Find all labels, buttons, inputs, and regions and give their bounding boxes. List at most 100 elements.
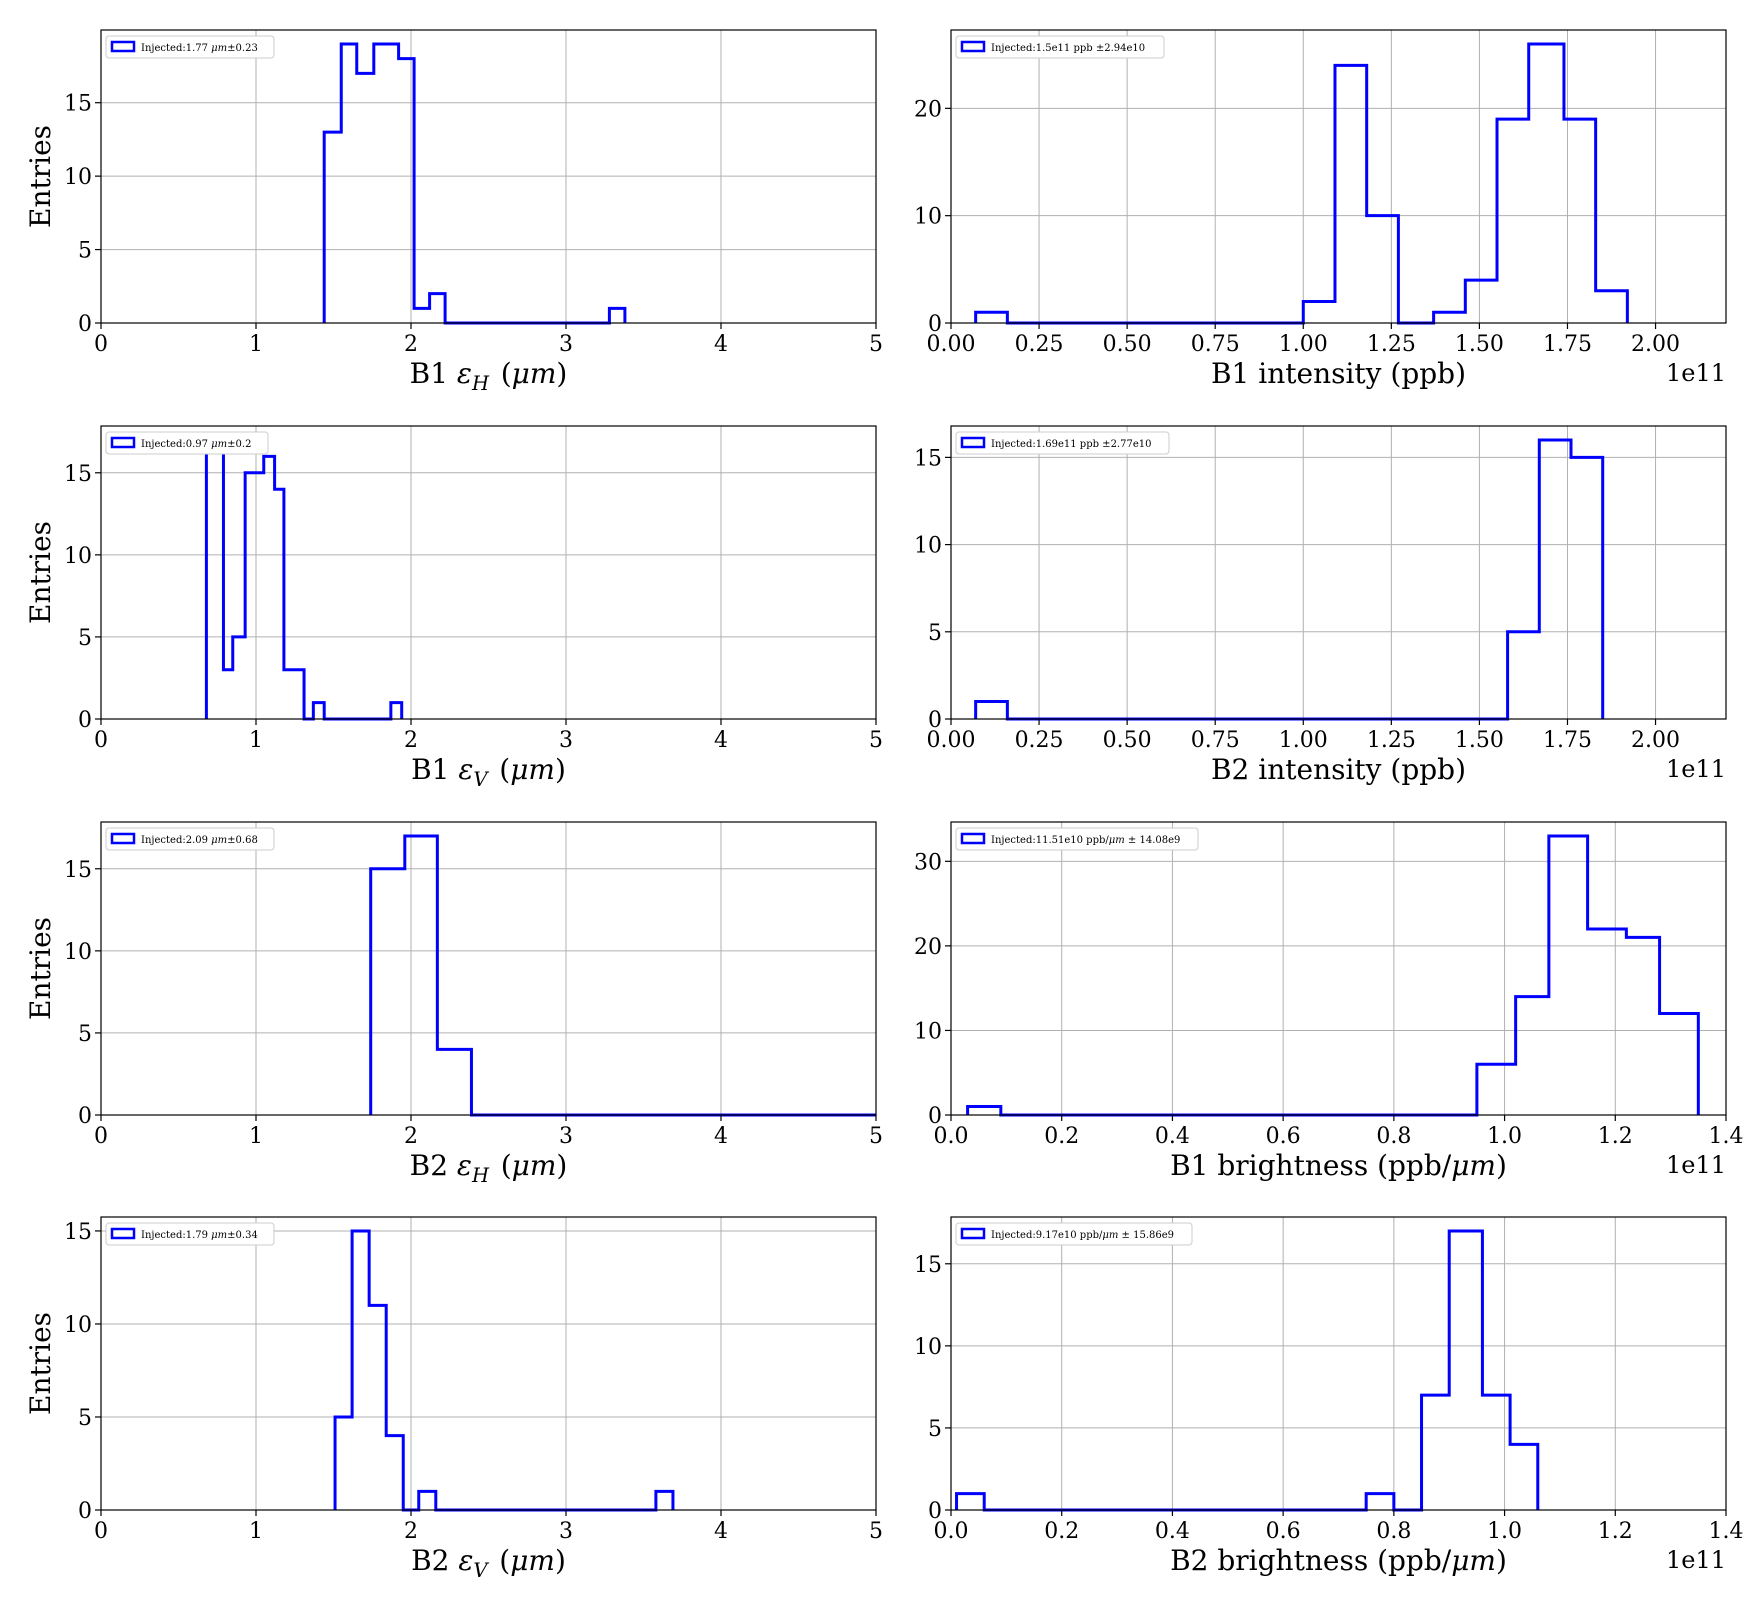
x-tick-label: 0.8 bbox=[1376, 1124, 1411, 1149]
x-tick-label: 2.00 bbox=[1631, 332, 1680, 357]
histogram-bin bbox=[357, 73, 374, 323]
y-tick-label: 15 bbox=[64, 1220, 92, 1245]
legend-box bbox=[105, 35, 275, 59]
histogram-bin bbox=[437, 1049, 471, 1115]
histogram-bin bbox=[1564, 119, 1596, 323]
histogram-bin bbox=[656, 1491, 673, 1510]
x-tick-label: 0.50 bbox=[1103, 332, 1152, 357]
histogram-bin bbox=[1449, 1231, 1482, 1510]
plot-frame bbox=[950, 29, 1727, 324]
legend: Injected:1.5e11 ppb ±2.94e10 bbox=[955, 35, 1165, 59]
legend-swatch bbox=[110, 832, 136, 845]
x-tick-label: 1.25 bbox=[1367, 332, 1416, 357]
x-tick-label: 1.4 bbox=[1709, 1124, 1744, 1149]
axis-offset-label: 1e11 bbox=[1666, 755, 1726, 783]
histogram-bin bbox=[609, 308, 625, 323]
x-tick-label: 2.00 bbox=[1631, 728, 1680, 753]
x-tick-label: 1.25 bbox=[1367, 728, 1416, 753]
y-axis-label: Entries bbox=[24, 125, 57, 228]
x-tick-label: 1.2 bbox=[1598, 1519, 1633, 1544]
x-axis-label: B1 εV (μm) bbox=[411, 753, 566, 791]
histogram-bin bbox=[414, 308, 430, 323]
x-tick-label: 5 bbox=[869, 728, 883, 753]
histogram-bin bbox=[1434, 312, 1466, 323]
x-tick-label: 1 bbox=[249, 1124, 263, 1149]
x-tick-label: 3 bbox=[559, 332, 573, 357]
histogram-bin bbox=[1367, 216, 1399, 323]
y-tick-label: 20 bbox=[914, 935, 942, 960]
y-tick-label: 5 bbox=[928, 621, 942, 646]
legend-box bbox=[955, 35, 1165, 59]
histogram-panel-2: 0.00 0.25 0.50 0.75 1.00 1.25 1.50 1.75 2.00 0 10 2… bbox=[914, 29, 1727, 390]
histogram-bin bbox=[264, 456, 275, 719]
y-tick-label: 10 bbox=[64, 940, 92, 965]
x-axis-label: B1 brightness (ppb/μm) bbox=[1170, 1149, 1507, 1182]
x-tick-label: 0.25 bbox=[1015, 728, 1064, 753]
y-tick-label: 10 bbox=[64, 165, 92, 190]
histogram-bin bbox=[1529, 44, 1564, 323]
legend: Injected:1.79 μm±0.34 bbox=[105, 1222, 275, 1246]
plot-frame bbox=[950, 425, 1727, 720]
y-tick-label: 15 bbox=[914, 1253, 942, 1278]
histogram-bin bbox=[1510, 1444, 1538, 1510]
x-axis-label: B2 brightness (ppb/μm) bbox=[1170, 1544, 1507, 1577]
y-tick-label: 15 bbox=[64, 462, 92, 487]
legend-label: Injected:1.77 μm±0.23 bbox=[141, 43, 258, 54]
histogram-panel-4: 0.00 0.25 0.50 0.75 1.00 1.25 1.50 1.75 2.00 0 5 10… bbox=[914, 425, 1727, 786]
histogram-bin bbox=[1482, 1395, 1510, 1510]
x-axis-label: B1 εH (μm) bbox=[410, 357, 568, 395]
x-tick-label: 0.4 bbox=[1155, 1124, 1190, 1149]
x-tick-label: 2 bbox=[404, 1519, 418, 1544]
x-tick-label: 1.50 bbox=[1455, 728, 1504, 753]
x-tick-label: 1 bbox=[249, 332, 263, 357]
histogram-bin bbox=[335, 1417, 352, 1510]
histogram-bin bbox=[430, 294, 446, 323]
y-tick-label: 15 bbox=[64, 92, 92, 117]
x-tick-label: 0.6 bbox=[1266, 1519, 1301, 1544]
x-tick-label: 4 bbox=[714, 1124, 728, 1149]
x-tick-label: 2 bbox=[404, 332, 418, 357]
histogram-bin bbox=[371, 869, 405, 1115]
x-tick-label: 0 bbox=[94, 1124, 108, 1149]
histogram-bin bbox=[313, 703, 324, 719]
x-tick-label: 2 bbox=[404, 1124, 418, 1149]
legend-label: Injected:2.09 μm±0.68 bbox=[141, 835, 258, 846]
legend-box bbox=[105, 827, 275, 851]
histogram-series bbox=[333, 1229, 675, 1512]
y-tick-label: 15 bbox=[64, 858, 92, 883]
plot-frame bbox=[100, 425, 877, 720]
histogram-series bbox=[974, 438, 1605, 721]
plot-frame bbox=[950, 1216, 1727, 1511]
histogram-series bbox=[369, 834, 876, 1117]
histogram-bin bbox=[1335, 65, 1367, 323]
histogram-bin bbox=[1571, 457, 1603, 719]
histogram-bin bbox=[1516, 997, 1549, 1115]
x-tick-label: 0 bbox=[94, 1519, 108, 1544]
legend-label: Injected:1.69e11 ppb ±2.77e10 bbox=[991, 439, 1151, 450]
x-tick-label: 1.75 bbox=[1543, 728, 1592, 753]
histogram-bin bbox=[1303, 302, 1335, 323]
y-tick-label: 10 bbox=[914, 205, 942, 230]
histogram-series bbox=[955, 1229, 1540, 1512]
legend: Injected:1.69e11 ppb ±2.77e10 bbox=[955, 431, 1170, 455]
histogram-bin bbox=[386, 1436, 403, 1510]
histogram-bin bbox=[1660, 1014, 1699, 1115]
y-tick-label: 5 bbox=[78, 1406, 92, 1431]
x-axis-label: B2 εH (μm) bbox=[410, 1149, 568, 1187]
histogram-bin bbox=[1422, 1395, 1450, 1510]
x-tick-label: 4 bbox=[714, 728, 728, 753]
histogram-bin bbox=[1508, 632, 1540, 719]
histogram-bin bbox=[1497, 119, 1529, 323]
x-tick-label: 0.00 bbox=[927, 728, 976, 753]
x-tick-label: 0 bbox=[94, 728, 108, 753]
y-tick-label: 0 bbox=[928, 312, 942, 337]
legend: Injected:1.77 μm±0.23 bbox=[105, 35, 275, 59]
histogram-bin bbox=[206, 440, 223, 719]
x-tick-label: 4 bbox=[714, 332, 728, 357]
y-axis-label: Entries bbox=[24, 917, 57, 1020]
y-tick-label: 10 bbox=[914, 1019, 942, 1044]
histogram-bin bbox=[1539, 440, 1571, 719]
histogram-bin bbox=[284, 670, 304, 719]
histogram-bin bbox=[1549, 836, 1588, 1115]
y-tick-label: 0 bbox=[928, 708, 942, 733]
